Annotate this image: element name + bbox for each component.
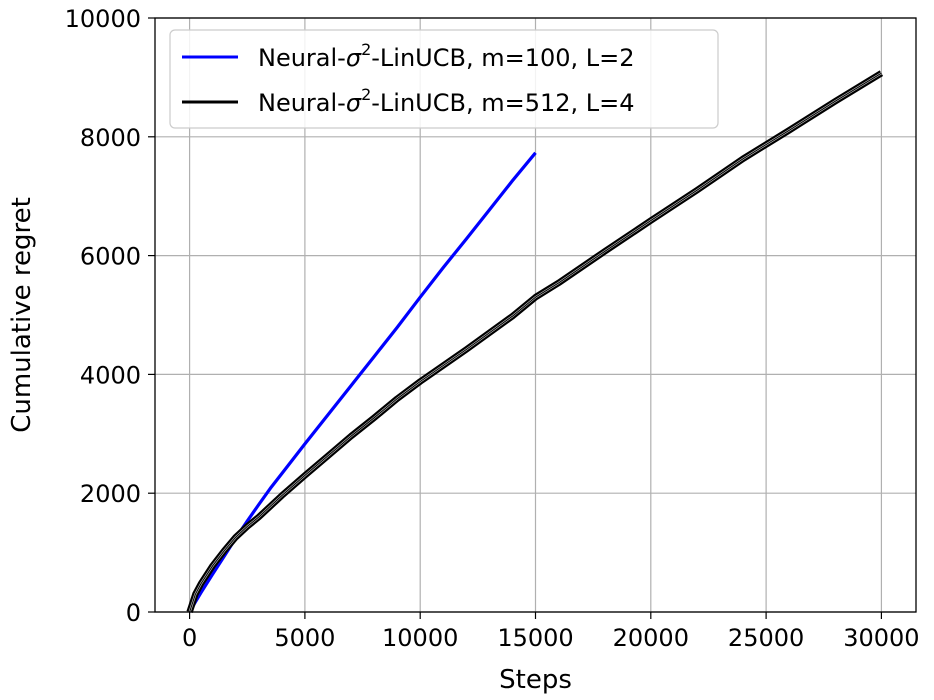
x-tick-label: 15000 <box>497 624 573 652</box>
x-tick-label: 30000 <box>843 624 919 652</box>
series-line <box>188 151 537 613</box>
x-tick-label: 0 <box>182 624 197 652</box>
x-tick-label: 5000 <box>274 624 335 652</box>
legend-box <box>169 29 719 129</box>
axis-ticks: 0 5000 10000 15000 20000 25000 30000 0 2000 4000 6… <box>65 5 920 652</box>
y-tick-label: 10000 <box>65 5 141 33</box>
series-line <box>189 72 882 613</box>
y-tick-label: 0 <box>126 599 141 627</box>
legend-label: Neural-σ2-LinUCB, m=512, L=4 <box>258 85 635 117</box>
legend-label-prefix: Neural- <box>258 44 346 72</box>
legend-label-prefix: Neural- <box>258 89 346 117</box>
y-axis-label: Cumulative regret <box>7 197 37 433</box>
x-tick-label: 10000 <box>382 624 458 652</box>
legend-label-symbol: σ <box>346 89 362 117</box>
y-tick-label: 6000 <box>80 243 141 271</box>
y-tick-label: 4000 <box>80 361 141 389</box>
y-tick-label: 2000 <box>80 480 141 508</box>
y-tick-label: 8000 <box>80 124 141 152</box>
legend: Neural-σ2-LinUCB, m=100, L=2Neural-σ2-Li… <box>169 29 719 129</box>
legend-label-suffix: -LinUCB, m=100, L=2 <box>371 44 634 72</box>
legend-label-superscript: 2 <box>361 85 371 104</box>
x-tick-label: 25000 <box>728 624 804 652</box>
legend-label-symbol: σ <box>346 44 362 72</box>
x-axis-label: Steps <box>499 665 572 695</box>
x-tick-label: 20000 <box>613 624 689 652</box>
series-lines <box>186 70 884 614</box>
legend-label: Neural-σ2-LinUCB, m=100, L=2 <box>258 40 635 72</box>
legend-label-superscript: 2 <box>361 40 371 59</box>
legend-label-suffix: -LinUCB, m=512, L=4 <box>371 89 634 117</box>
